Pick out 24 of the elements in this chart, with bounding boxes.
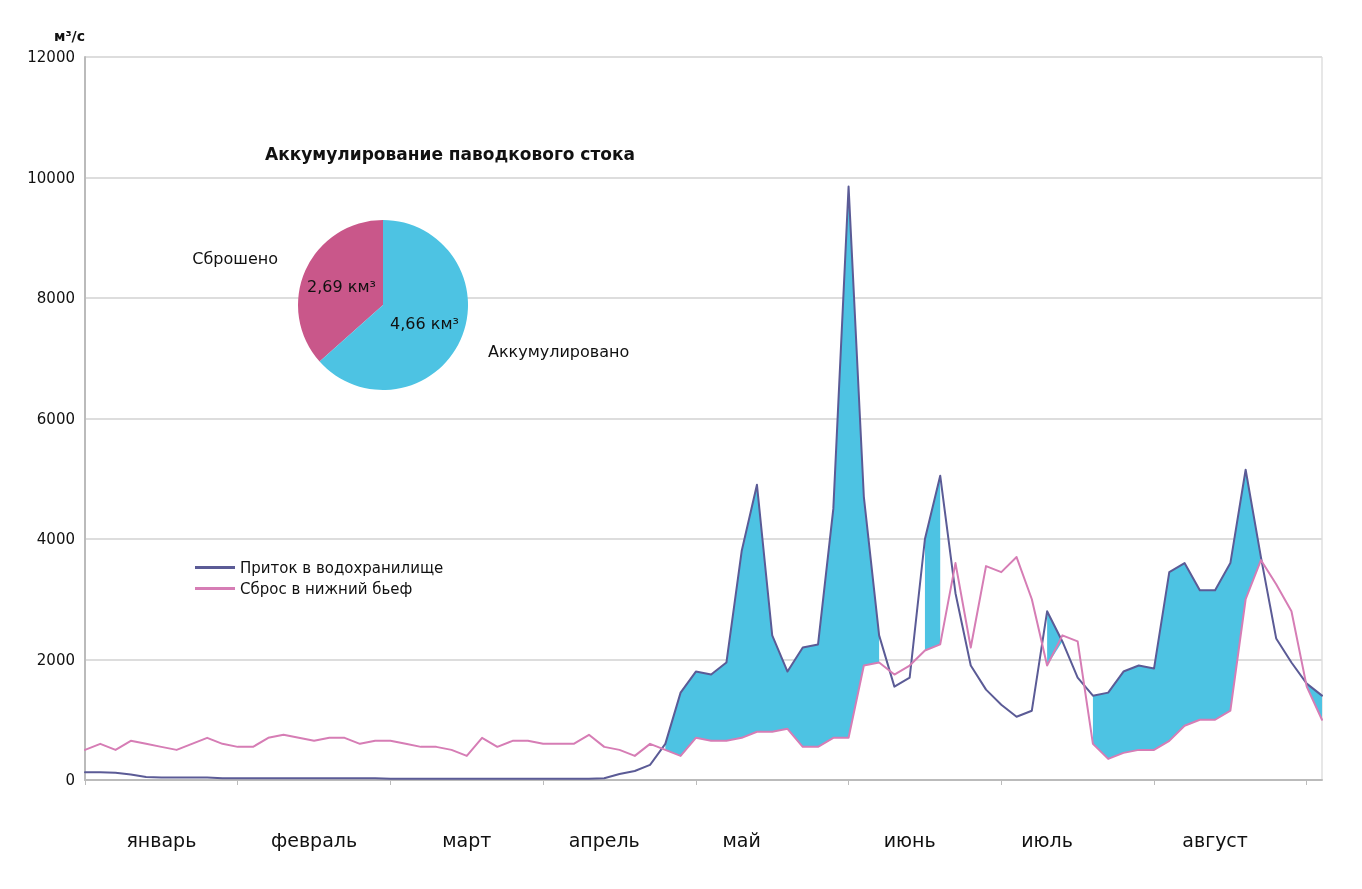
y-tick-label: 6000 (36, 409, 75, 428)
x-tick-label: март (442, 828, 492, 851)
y-tick-label: 10000 (27, 168, 75, 187)
x-tick-label: февраль (270, 828, 358, 851)
slice-label: Аккумулировано (487, 342, 630, 362)
legend-label: Сброс в нижний бьеф (240, 579, 413, 598)
x-tick-label: январь (126, 828, 197, 851)
y-axis-title: м³/с (54, 28, 85, 44)
x-tick-label: август (1182, 828, 1248, 851)
y-tick-label: 8000 (36, 289, 75, 307)
y-tick-label: 12000 (27, 48, 75, 66)
x-tick-label: июль (1021, 828, 1073, 851)
y-tick-label: 4000 (36, 530, 75, 548)
y-tick-label: 2000 (36, 650, 75, 669)
data-label: 4,66 км³ (390, 314, 459, 334)
x-tick-label: июнь (883, 828, 936, 851)
chart-title: Аккумулирование паводкового стока (265, 143, 635, 164)
slice-label: Сброшено (192, 248, 279, 268)
y-tick-label: 0 (65, 771, 75, 789)
data-label: 2,69 км³ (307, 276, 376, 296)
x-tick-label: апрель (568, 828, 640, 851)
x-tick-label: май (722, 828, 761, 851)
line-series (84, 556, 1323, 760)
legend-label: Приток в водохранилище (240, 558, 444, 577)
